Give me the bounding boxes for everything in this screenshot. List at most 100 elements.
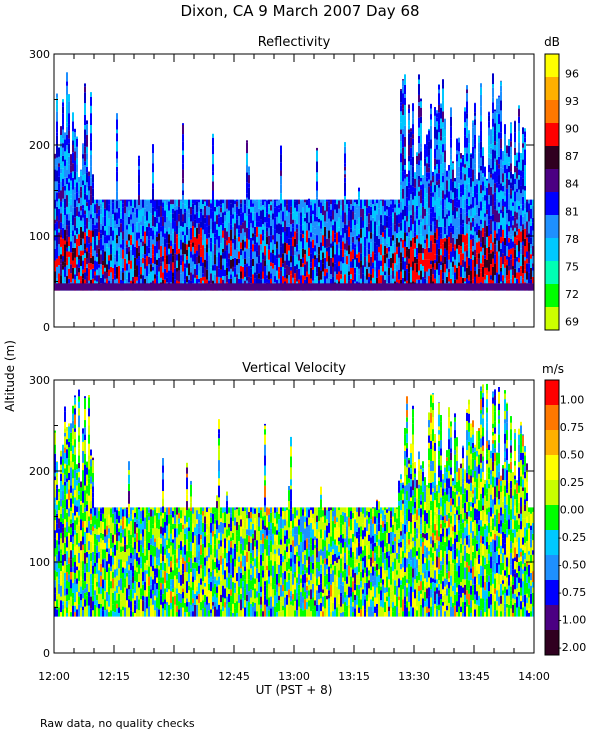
data-cell [458,172,460,177]
data-cell [112,214,114,219]
data-cell [92,460,94,466]
data-cell [100,513,102,522]
data-cell [354,202,356,206]
data-cell [100,575,102,587]
data-cell [158,205,160,217]
data-cell [222,248,224,253]
data-cell [408,120,410,126]
data-cell [136,561,138,568]
data-cell [454,218,456,226]
data-cell [140,234,142,239]
colorbar-swatch [545,54,559,78]
data-cell [190,251,192,258]
data-cell [280,184,282,194]
data-cell [244,241,246,248]
data-cell [120,200,122,213]
data-cell [472,169,474,182]
data-cell [226,262,228,268]
data-cell [212,200,214,212]
data-cell [72,598,74,606]
data-cell [146,541,148,549]
data-cell [430,125,432,130]
data-cell [408,211,410,220]
data-cell [290,199,292,207]
data-cell [90,513,92,521]
data-cell [498,164,500,169]
data-cell [140,507,142,512]
data-cell [426,238,428,248]
data-cell [280,235,282,247]
data-cell [170,514,172,526]
data-cell [70,541,72,551]
data-cell [484,267,486,275]
data-cell [294,273,296,279]
data-cell [424,259,426,272]
data-cell [178,228,180,234]
data-cell [434,238,436,244]
data-cell [482,181,484,191]
data-cell [196,199,198,202]
data-cell [308,237,310,248]
data-cell [490,253,492,265]
data-cell [292,246,294,256]
data-cell [426,271,428,280]
data-cell [74,171,76,180]
data-cell [88,243,90,253]
data-cell [372,221,374,234]
data-cell [394,263,396,270]
data-cell [484,166,486,177]
data-cell [70,460,72,468]
data-cell [60,246,62,255]
data-cell [134,225,136,236]
data-cell [190,214,192,222]
data-cell [118,266,120,277]
data-cell [66,509,68,513]
data-cell [502,241,504,254]
data-cell [314,221,316,229]
data-cell [446,197,448,209]
data-cell [318,206,320,219]
data-cell [474,226,476,232]
data-cell [92,481,94,487]
data-cell [82,428,84,434]
data-cell [136,523,138,528]
data-cell [102,521,104,534]
data-cell [102,567,104,580]
data-cell [484,258,486,268]
data-cell [64,452,66,464]
data-cell [474,163,476,169]
data-cell [96,228,98,236]
data-cell [70,507,72,512]
data-cell [128,584,130,590]
data-cell [196,250,198,257]
data-cell [84,588,86,593]
data-cell [54,248,56,261]
data-cell [66,122,68,127]
data-cell [514,178,516,185]
data-cell [126,206,128,216]
data-cell [74,579,76,585]
data-cell [104,216,106,226]
data-cell [448,245,450,255]
data-cell [74,567,76,573]
data-cell [302,257,304,264]
data-cell [498,202,500,207]
data-cell [70,423,72,433]
data-cell [86,467,88,475]
data-cell [270,199,272,202]
data-cell [84,165,86,175]
data-cell [512,230,514,236]
data-cell [90,449,92,456]
data-cell [312,239,314,248]
data-cell [122,516,124,521]
data-cell [356,219,358,225]
data-cell [76,264,78,277]
data-cell [368,262,370,267]
data-cell [76,276,78,285]
data-cell [94,260,96,272]
data-cell [516,235,518,239]
data-cell [136,511,138,520]
data-cell [514,231,516,237]
data-cell [488,246,490,254]
data-cell [490,275,492,280]
